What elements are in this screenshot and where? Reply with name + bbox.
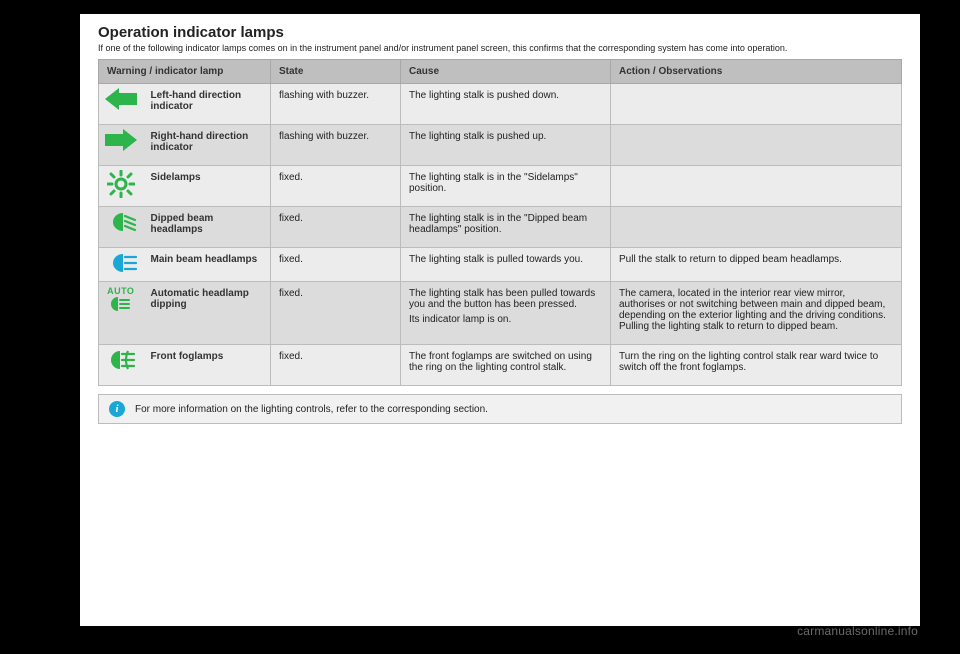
row-cause: The lighting stalk is pushed up. bbox=[401, 125, 611, 166]
left-arrow-icon bbox=[99, 84, 143, 125]
cause-line1: The lighting stalk has been pulled towar… bbox=[409, 288, 602, 310]
sidelamps-icon bbox=[99, 166, 143, 207]
table-row: AUTO Automatic headlamp dipping fixed. T… bbox=[99, 282, 902, 345]
row-cause: The lighting stalk has been pulled towar… bbox=[401, 282, 611, 345]
row-cause: The front foglamps are switched on using… bbox=[401, 345, 611, 386]
table-row: Dipped beam headlamps fixed. The lightin… bbox=[99, 207, 902, 248]
row-action: Turn the ring on the lighting control st… bbox=[611, 345, 902, 386]
indicator-lamps-table: Warning / indicator lamp State Cause Act… bbox=[98, 59, 902, 386]
page-title: Operation indicator lamps bbox=[98, 24, 902, 41]
right-arrow-icon bbox=[99, 125, 143, 166]
table-row: Front foglamps fixed. The front foglamps… bbox=[99, 345, 902, 386]
header-warning: Warning / indicator lamp bbox=[99, 60, 271, 84]
row-state: fixed. bbox=[271, 282, 401, 345]
row-name: Sidelamps bbox=[143, 166, 271, 207]
row-name: Dipped beam headlamps bbox=[143, 207, 271, 248]
table-header-row: Warning / indicator lamp State Cause Act… bbox=[99, 60, 902, 84]
main-beam-icon bbox=[99, 248, 143, 282]
header-action: Action / Observations bbox=[611, 60, 902, 84]
row-cause: The lighting stalk is in the "Dipped bea… bbox=[401, 207, 611, 248]
row-action bbox=[611, 166, 902, 207]
row-name: Front foglamps bbox=[143, 345, 271, 386]
row-name: Right-hand direction indicator bbox=[143, 125, 271, 166]
row-state: fixed. bbox=[271, 345, 401, 386]
row-name: Main beam headlamps bbox=[143, 248, 271, 282]
auto-headlamp-icon: AUTO bbox=[99, 282, 143, 345]
watermark: carmanualsonline.info bbox=[797, 624, 918, 638]
row-action bbox=[611, 125, 902, 166]
row-cause: The lighting stalk is in the "Sidelamps"… bbox=[401, 166, 611, 207]
info-text: For more information on the lighting con… bbox=[135, 404, 488, 415]
action-line2: Pulling the lighting stalk to return to … bbox=[619, 321, 893, 332]
row-name: Automatic headlamp dipping bbox=[143, 282, 271, 345]
header-cause: Cause bbox=[401, 60, 611, 84]
front-foglamps-icon bbox=[99, 345, 143, 386]
action-line1: The camera, located in the interior rear… bbox=[619, 288, 893, 321]
row-state: fixed. bbox=[271, 166, 401, 207]
row-state: fixed. bbox=[271, 248, 401, 282]
dipped-beam-icon bbox=[99, 207, 143, 248]
table-row: Left-hand direction indicator flashing w… bbox=[99, 84, 902, 125]
header-state: State bbox=[271, 60, 401, 84]
row-action bbox=[611, 207, 902, 248]
row-state: flashing with buzzer. bbox=[271, 125, 401, 166]
row-state: flashing with buzzer. bbox=[271, 84, 401, 125]
row-action: Pull the stalk to return to dipped beam … bbox=[611, 248, 902, 282]
page-subheading: If one of the following indicator lamps … bbox=[98, 43, 902, 53]
row-cause: The lighting stalk is pulled towards you… bbox=[401, 248, 611, 282]
row-action: The camera, located in the interior rear… bbox=[611, 282, 902, 345]
row-action bbox=[611, 84, 902, 125]
table-row: Right-hand direction indicator flashing … bbox=[99, 125, 902, 166]
info-bar: i For more information on the lighting c… bbox=[98, 394, 902, 424]
table-row: Sidelamps fixed. The lighting stalk is i… bbox=[99, 166, 902, 207]
cause-line2: Its indicator lamp is on. bbox=[409, 314, 602, 325]
info-icon: i bbox=[109, 401, 125, 417]
page: Operation indicator lamps If one of the … bbox=[80, 14, 920, 626]
row-state: fixed. bbox=[271, 207, 401, 248]
row-name: Left-hand direction indicator bbox=[143, 84, 271, 125]
row-cause: The lighting stalk is pushed down. bbox=[401, 84, 611, 125]
table-row: Main beam headlamps fixed. The lighting … bbox=[99, 248, 902, 282]
